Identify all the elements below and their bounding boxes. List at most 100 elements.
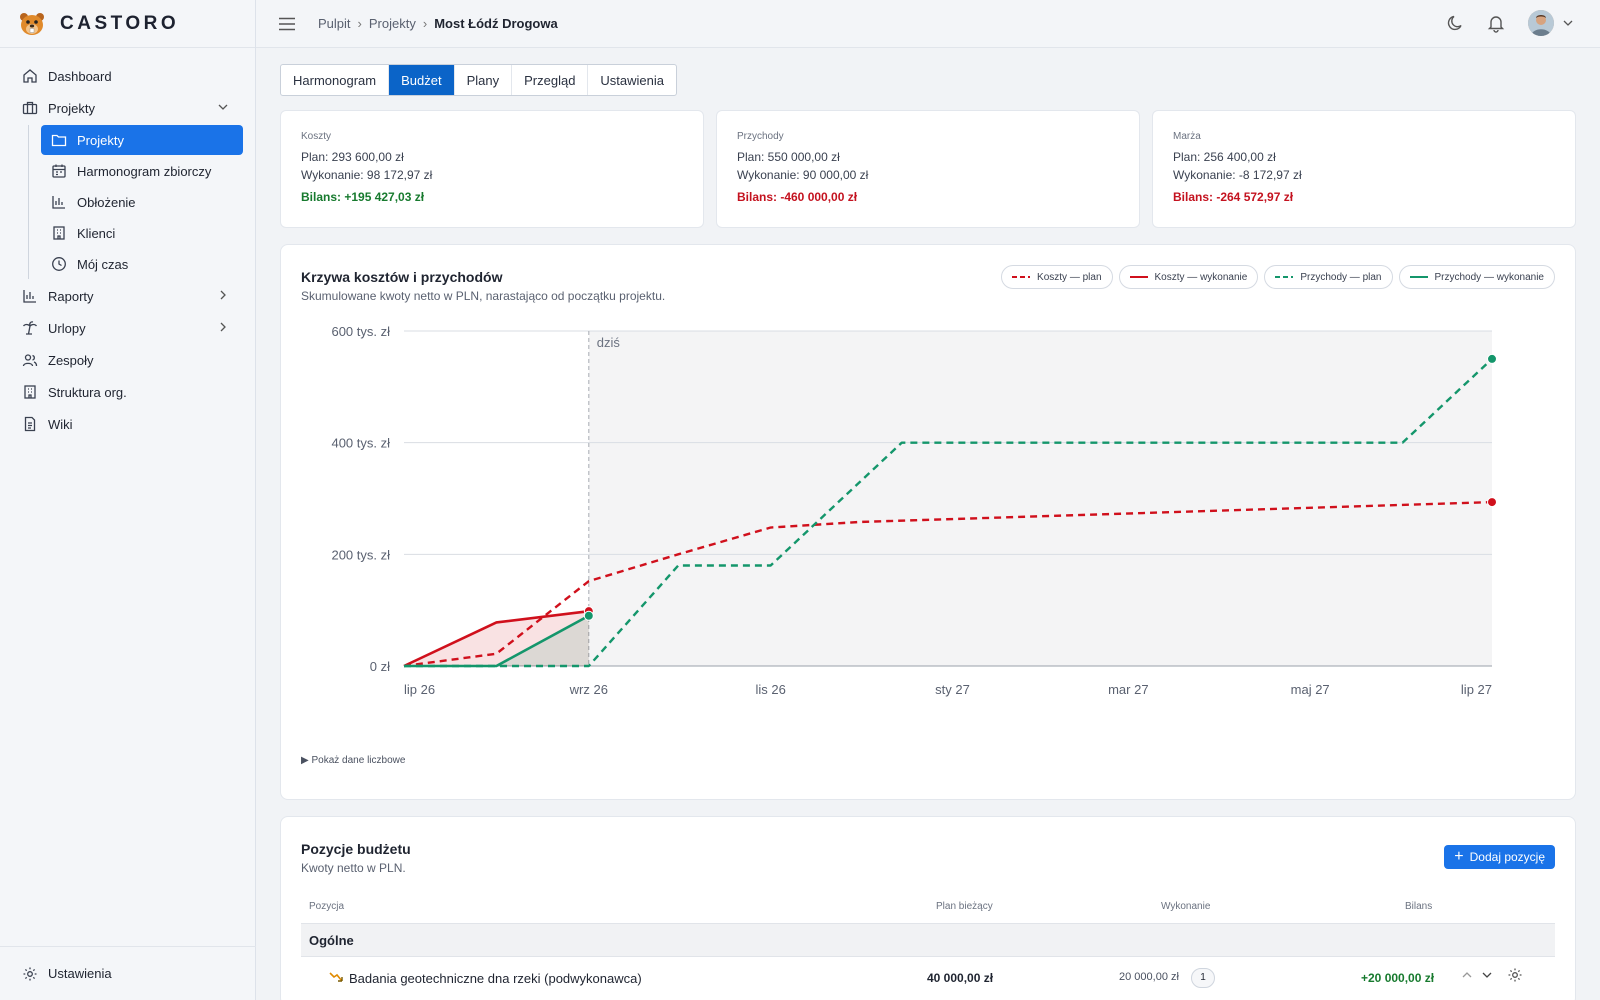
sidebar-item-label: Urlopy xyxy=(48,320,86,336)
sidebar-subtree-projekty: Projekty Harmonogram zbiorczy Obłożenie … xyxy=(28,125,255,279)
breadcrumb-separator: › xyxy=(357,16,362,31)
plus-icon: + xyxy=(1454,848,1464,865)
chart-subtitle: Skumulowane kwoty netto w PLN, narastają… xyxy=(301,289,666,303)
breadcrumb-separator: › xyxy=(422,16,428,31)
sidebar: CASTORO Dashboard Projekty Projekty xyxy=(0,0,256,1000)
legend-item-revenue-actual[interactable]: Przychody — wykonanie xyxy=(1398,265,1555,289)
summary-card-koszty: Koszty Plan: 293 600,00 zł Wykonanie: 98… xyxy=(280,110,704,228)
gear-icon[interactable] xyxy=(1507,967,1523,983)
tab-budzet[interactable]: Budżet xyxy=(389,65,455,95)
breadcrumb-item[interactable]: Pulpit xyxy=(318,16,351,31)
project-tabs: Harmonogram Budżet Plany Przegląd Ustawi… xyxy=(280,64,678,96)
column-header[interactable]: Pozycja xyxy=(309,901,345,912)
home-icon xyxy=(22,68,38,84)
moon-icon[interactable] xyxy=(1446,13,1466,33)
tab-przeglad[interactable]: Przegląd xyxy=(512,65,589,95)
column-header[interactable]: Bilans xyxy=(1405,901,1433,912)
brand[interactable]: CASTORO xyxy=(0,0,255,48)
sidebar-item-raporty[interactable]: Raporty xyxy=(0,280,255,312)
count-badge[interactable]: 1 xyxy=(1191,968,1215,988)
sidebar-subitem-oblozenie[interactable]: Obłożenie xyxy=(41,187,243,217)
show-data-label: Pokaż dane liczbowe xyxy=(311,755,406,766)
series-line xyxy=(403,609,589,668)
card-label: Koszty xyxy=(301,131,332,142)
budget-subtitle: Kwoty netto w PLN. xyxy=(301,861,406,875)
row-plan: 40 000,00 zł xyxy=(927,971,994,985)
x-tick-label: sty 27 xyxy=(935,682,970,697)
series-line xyxy=(404,614,590,668)
show-data-toggle[interactable]: ▶ Pokaż dane liczbowe xyxy=(301,755,406,766)
legend-item-cost-plan[interactable]: Koszty — plan xyxy=(1001,265,1113,289)
legend-label: Koszty — wykonanie xyxy=(1154,271,1248,283)
sidebar-subitem-moj-czas[interactable]: Mój czas xyxy=(41,249,243,279)
series-area xyxy=(404,611,589,666)
legend-item-revenue-plan[interactable]: Przychody — plan xyxy=(1264,265,1393,289)
column-header[interactable]: Plan bieżący xyxy=(936,901,993,912)
x-tick-label: lip 27 xyxy=(1461,682,1492,697)
sidebar-item-zespoly[interactable]: Zespoły xyxy=(0,344,255,376)
summary-cards: Koszty Plan: 293 600,00 zł Wykonanie: 98… xyxy=(280,110,1576,228)
sidebar-item-label: Dashboard xyxy=(48,68,112,84)
brand-name: CASTORO xyxy=(60,12,180,34)
calendar-icon xyxy=(51,163,67,179)
sidebar-subitem-klienci[interactable]: Klienci xyxy=(41,218,243,248)
bar-chart-icon xyxy=(51,194,67,210)
sidebar-settings[interactable]: Ustawienia xyxy=(0,946,256,1000)
legend-label: Przychody — wykonanie xyxy=(1434,271,1545,283)
sidebar-subitem-harmonogram[interactable]: Harmonogram zbiorczy xyxy=(41,156,243,186)
breadcrumb-item[interactable]: Projekty xyxy=(368,16,416,31)
legend-item-cost-actual[interactable]: Koszty — wykonanie xyxy=(1118,265,1259,289)
y-tick-label: 600 tys. zł xyxy=(331,324,390,339)
bell-icon[interactable] xyxy=(1486,13,1506,33)
y-tick-label: 400 tys. zł xyxy=(331,436,390,451)
chevron-down-icon xyxy=(217,101,229,113)
x-tick-label: lis 26 xyxy=(755,682,785,697)
bar-chart-icon xyxy=(22,288,38,304)
series-end-point xyxy=(583,610,594,621)
series-end-point xyxy=(1487,497,1497,508)
y-tick-label: 0 zł xyxy=(370,659,390,674)
chevron-right-icon xyxy=(217,321,229,333)
series-area xyxy=(404,615,589,666)
card-plan: Plan: 550 000,00 zł xyxy=(737,150,840,164)
building-icon xyxy=(22,384,38,400)
card-plan: Plan: 293 600,00 zł xyxy=(301,150,404,164)
document-icon xyxy=(22,416,38,432)
tab-plany[interactable]: Plany xyxy=(455,65,513,95)
sidebar-subitem-projekty[interactable]: Projekty xyxy=(41,125,243,155)
sidebar-subitem-label: Obłożenie xyxy=(77,194,136,210)
column-header[interactable]: Wykonanie xyxy=(1161,901,1211,912)
chevron-right-icon xyxy=(217,289,229,301)
group-label: Ogólne xyxy=(309,932,354,948)
menu-icon[interactable] xyxy=(278,17,296,31)
legend-label: Przychody — plan xyxy=(1300,271,1382,283)
sidebar-item-label: Projekty xyxy=(48,100,95,116)
sidebar-item-dashboard[interactable]: Dashboard xyxy=(0,60,255,92)
avatar[interactable] xyxy=(1528,10,1554,36)
summary-card-przychody: Przychody Plan: 550 000,00 zł Wykonanie:… xyxy=(716,110,1140,228)
sidebar-subitem-label: Mój czas xyxy=(77,256,129,272)
sidebar-item-projekty[interactable]: Projekty xyxy=(0,92,255,124)
card-plan: Plan: 256 400,00 zł xyxy=(1173,150,1276,164)
tab-harmonogram[interactable]: Harmonogram xyxy=(281,65,390,95)
sidebar-subitem-label: Harmonogram zbiorczy xyxy=(77,163,212,179)
series-line xyxy=(403,500,1493,668)
main-nav: Dashboard Projekty Projekty Harmo xyxy=(0,48,255,440)
sidebar-item-wiki[interactable]: Wiki xyxy=(0,408,255,440)
chevron-up-icon[interactable] xyxy=(1461,969,1473,981)
tab-ustawienia[interactable]: Ustawienia xyxy=(600,72,665,88)
sidebar-item-urlopy[interactable]: Urlopy xyxy=(0,312,255,344)
group-row: Ogólne xyxy=(301,923,1555,957)
breadcrumb: Pulpit › Projekty › Most Łódź Drogowa xyxy=(318,16,558,31)
add-item-button[interactable]: + Dodaj pozycję xyxy=(1444,845,1555,869)
chevron-down-icon[interactable] xyxy=(1562,17,1574,29)
table-row[interactable]: Badania geotechniczne dna rzeki (podwyko… xyxy=(301,961,1555,995)
card-balance: Bilans: -264 572,97 zł xyxy=(1173,190,1294,204)
x-tick-label: lip 26 xyxy=(404,682,435,697)
sidebar-item-struktura[interactable]: Struktura org. xyxy=(0,376,255,408)
row-balance: +20 000,00 zł xyxy=(1361,971,1435,985)
x-tick-label: maj 27 xyxy=(1291,682,1330,697)
chevron-down-icon[interactable] xyxy=(1481,969,1493,981)
sidebar-settings-label: Ustawienia xyxy=(48,966,112,981)
summary-card-marza: Marża Plan: 256 400,00 zł Wykonanie: -8 … xyxy=(1152,110,1576,228)
